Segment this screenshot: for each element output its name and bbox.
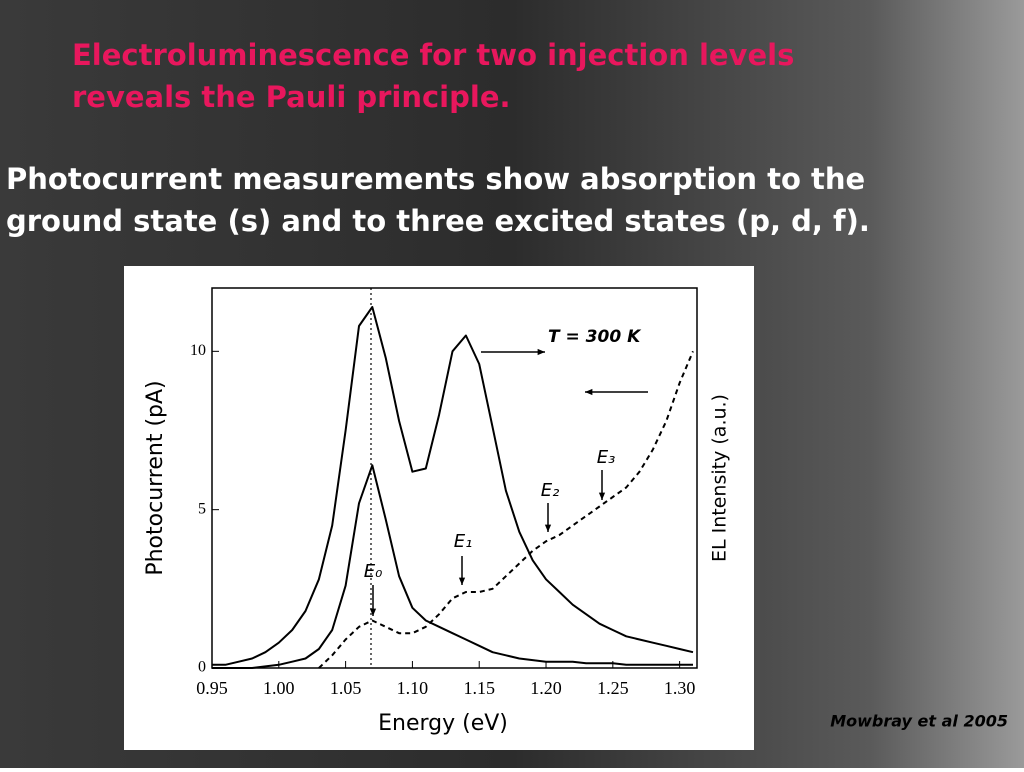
y2-axis-label: EL Intensity (a.u.): [709, 394, 731, 562]
x-tick-label: 1.25: [597, 678, 629, 698]
annotation: E₂: [541, 480, 560, 501]
annotation: E₁: [454, 531, 473, 552]
figure-panel: [124, 266, 754, 750]
arrow-head: [544, 524, 552, 532]
x-tick-label: 1.30: [664, 678, 696, 698]
x-axis-label: Energy (eV): [378, 711, 508, 736]
subtitle: Photocurrent measurements show absorptio…: [6, 162, 865, 196]
slide-title: Electroluminescence for two injection le…: [72, 38, 794, 72]
annotation: E₀: [364, 561, 383, 582]
x-tick-label: 0.95: [196, 678, 228, 698]
x-tick-label: 1.15: [463, 678, 495, 698]
arrow-head: [458, 577, 466, 585]
y-tick-label: 5: [198, 500, 206, 517]
x-tick-label: 1.05: [330, 678, 362, 698]
slide-title: reveals the Pauli principle.: [72, 80, 511, 114]
arrow-head: [598, 492, 606, 500]
x-tick-label: 1.00: [263, 678, 295, 698]
y-tick-label: 10: [190, 342, 206, 359]
annotation: T = 300 K: [548, 327, 642, 347]
x-tick-label: 1.10: [397, 678, 429, 698]
y-tick-label: 0: [198, 659, 206, 676]
arrow-head: [537, 348, 545, 356]
series-line: [212, 306, 694, 666]
credit: Mowbray et al 2005: [830, 712, 1008, 731]
y-axis-label: Photocurrent (pA): [143, 380, 168, 575]
series-line: [212, 464, 693, 669]
annotation: E₃: [597, 447, 616, 468]
chart: 0.95 1.00 1.05 1.10 1.15 1.20 1.25 1.30 0 5 10 Ener…: [143, 287, 731, 736]
plot-frame: [211, 287, 698, 669]
subtitle: ground state (s) and to three excited st…: [6, 204, 870, 238]
x-tick-label: 1.20: [530, 678, 562, 698]
arrow-head: [369, 608, 377, 616]
series-line: [318, 350, 694, 669]
arrow-head: [585, 388, 593, 396]
